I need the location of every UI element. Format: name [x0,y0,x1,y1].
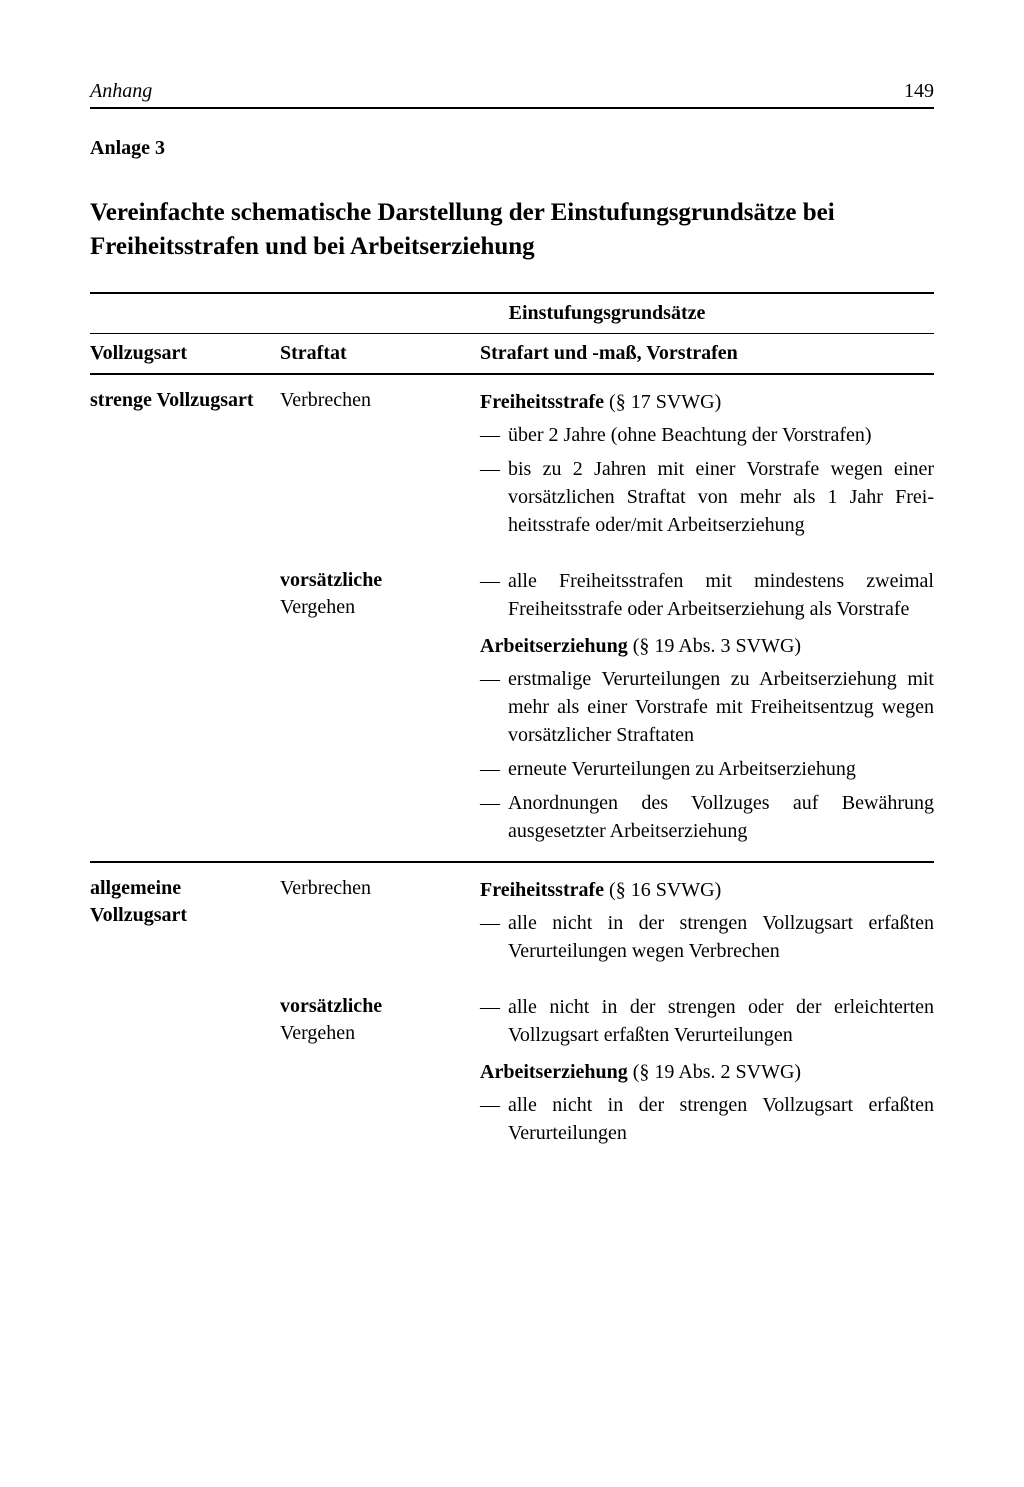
vollzugsart-label: strenge Vollzugsart [90,387,272,414]
vollzugsart-cell: strenge Vollzugsart [90,375,280,555]
detail-block: —alle nicht in der strengen oder der erl… [480,993,934,1049]
vollzugsart-cell [90,555,280,861]
detail-list: —alle nicht in der strengen Voll­zugsart… [480,909,934,965]
detail-list: —alle nicht in der strengen Voll­zugsart… [480,1091,934,1147]
detail-text: Anordnungen des Vollzuges auf Bewährung … [508,789,934,845]
detail-block: Freiheitsstrafe (§ 16 SVWG) —alle nicht i… [480,875,934,965]
table-row: allgemeine Vollzugsart Verbrechen Freiheit… [90,863,934,981]
table-row: vorsätzlicheVergehen—alle Freiheitsstraf… [90,555,934,861]
details-cell: Freiheitsstrafe (§ 16 SVWG) —alle nicht i… [480,863,934,981]
detail-heading: Arbeitserziehung (§ 19 Abs. 3 SVWG) [480,631,934,661]
table-section: allgemeine Vollzugsart Verbrechen Freiheit… [90,863,934,1163]
table-header-span: Einstufungsgrundsätze [280,294,934,333]
detail-text: erneute Verurteilungen zu Ar­beitserzieh… [508,755,934,783]
straftat-label-2: Vergehen [280,594,472,621]
detail-list-item: —erstmalige Verurteilungen zu Arbeitserz… [480,665,934,749]
table-section: strenge Vollzugsart Verbrechen Freiheitsst… [90,375,934,863]
table-header-row-1: Einstufungsgrundsätze [90,292,934,334]
header-section-name: Anhang [90,80,152,103]
table-row: vorsätzlicheVergehen—alle nicht in der s… [90,981,934,1163]
details-cell: —alle nicht in der strengen oder der erl… [480,981,934,1163]
dash-icon: — [480,665,508,749]
straftat-cell: vorsätzlicheVergehen [280,981,480,1163]
straftat-label: Verbrechen [280,387,472,414]
vollzugsart-cell [90,981,280,1163]
classification-table: Einstufungsgrundsätze Vollzugsart Straft… [90,292,934,1163]
detail-text: alle Freiheitsstrafen mit minde­stens zw… [508,567,934,623]
detail-block: —alle Freiheitsstrafen mit minde­stens z… [480,567,934,623]
dash-icon: — [480,567,508,623]
dash-icon: — [480,1091,508,1147]
anlage-label: Anlage 3 [90,137,934,160]
detail-heading: Arbeitserziehung (§ 19 Abs. 2 SVWG) [480,1057,934,1087]
page-header: Anhang 149 [90,80,934,109]
detail-list: —alle nicht in der strengen oder der erl… [480,993,934,1049]
detail-list-item: —Anordnungen des Vollzuges auf Bewährung… [480,789,934,845]
straftat-cell: vorsätzlicheVergehen [280,555,480,861]
detail-block: Freiheitsstrafe (§ 17 SVWG) —über 2 Jahre… [480,387,934,539]
detail-list-item: —alle nicht in der strengen oder der erl… [480,993,934,1049]
detail-text: erstmalige Verurteilungen zu Arbeitserzi… [508,665,934,749]
detail-list-item: —bis zu 2 Jahren mit einer Vor­strafe we… [480,455,934,539]
detail-text: alle nicht in der strengen Voll­zugsart … [508,1091,934,1147]
vollzugsart-label: allgemeine Vollzugsart [90,875,272,929]
straftat-label: vorsätzliche [280,567,472,594]
dash-icon: — [480,993,508,1049]
table-header-col1: Vollzugsart [90,334,280,373]
straftat-cell: Verbrechen [280,375,480,555]
document-title: Vereinfachte schematische Darstellung de… [90,196,934,264]
detail-list: —über 2 Jahre (ohne Beachtung der Vorstr… [480,421,934,539]
dash-icon: — [480,789,508,845]
table-row: strenge Vollzugsart Verbrechen Freiheitsst… [90,375,934,555]
straftat-label: vorsätzliche [280,993,472,1020]
page-number: 149 [904,80,934,103]
details-cell: Freiheitsstrafe (§ 17 SVWG) —über 2 Jahre… [480,375,934,555]
detail-list-item: —alle nicht in der strengen Voll­zugsart… [480,1091,934,1147]
detail-list-item: —erneute Verurteilungen zu Ar­beitserzie… [480,755,934,783]
dash-icon: — [480,455,508,539]
detail-heading: Freiheitsstrafe (§ 16 SVWG) [480,875,934,905]
table-header-col2: Straftat [280,334,480,373]
detail-text: alle nicht in der strengen oder der erle… [508,993,934,1049]
detail-text: über 2 Jahre (ohne Beachtung der Vorstra… [508,421,934,449]
detail-heading: Freiheitsstrafe (§ 17 SVWG) [480,387,934,417]
details-cell: —alle Freiheitsstrafen mit minde­stens z… [480,555,934,861]
detail-block: Arbeitserziehung (§ 19 Abs. 3 SVWG) —erst… [480,631,934,845]
detail-list: —erstmalige Verurteilungen zu Arbeitserz… [480,665,934,845]
detail-list-item: —alle nicht in der strengen Voll­zugsart… [480,909,934,965]
vollzugsart-cell: allgemeine Vollzugsart [90,863,280,981]
detail-list: —alle Freiheitsstrafen mit minde­stens z… [480,567,934,623]
detail-text: alle nicht in der strengen Voll­zugsart … [508,909,934,965]
table-header-row-2: Vollzugsart Straftat Strafart und -maß, … [90,334,934,375]
dash-icon: — [480,421,508,449]
detail-block: Arbeitserziehung (§ 19 Abs. 2 SVWG) —alle… [480,1057,934,1147]
detail-list-item: —über 2 Jahre (ohne Beachtung der Vorstr… [480,421,934,449]
detail-list-item: —alle Freiheitsstrafen mit minde­stens z… [480,567,934,623]
dash-icon: — [480,755,508,783]
detail-text: bis zu 2 Jahren mit einer Vor­strafe weg… [508,455,934,539]
dash-icon: — [480,909,508,965]
straftat-label: Verbrechen [280,875,472,902]
straftat-cell: Verbrechen [280,863,480,981]
table-body: strenge Vollzugsart Verbrechen Freiheitsst… [90,375,934,1163]
straftat-label-2: Vergehen [280,1020,472,1047]
table-header-col3: Strafart und -maß, Vorstrafen [480,334,934,373]
